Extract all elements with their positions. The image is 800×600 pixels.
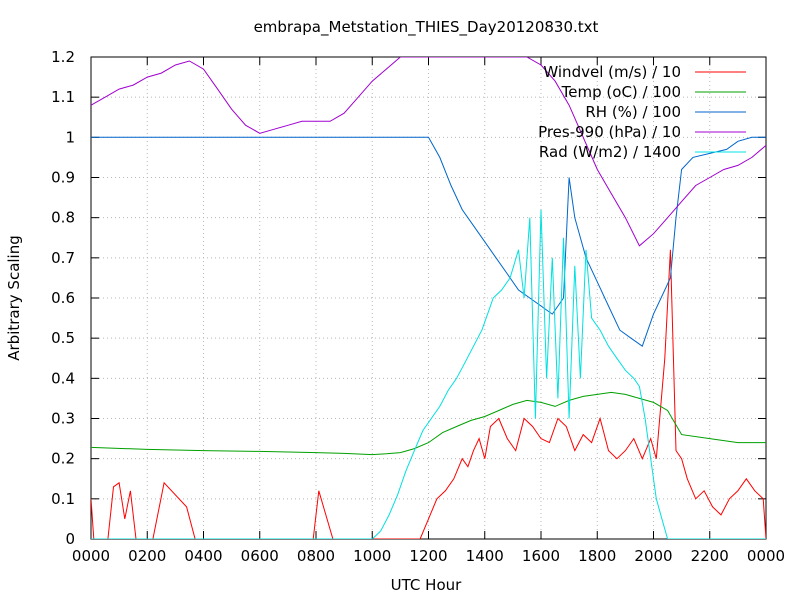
x-tick-label: 1400 — [466, 547, 504, 565]
y-tick-label: 0.2 — [51, 450, 75, 468]
x-tick-label: 1600 — [522, 547, 560, 565]
series-line-temp-oc-100 — [91, 391, 766, 456]
series-line-windvel-m-s-10 — [91, 249, 766, 539]
x-axis-label: UTC Hour — [391, 576, 462, 594]
legend-label: Pres-990 (hPa) / 10 — [538, 123, 681, 141]
x-tick-label: 2000 — [634, 547, 672, 565]
x-tick-label: 2200 — [691, 547, 729, 565]
x-tick-label: 0400 — [184, 547, 222, 565]
series-line-rh-100 — [91, 136, 766, 347]
y-axis-label: Arbitrary Scaling — [5, 235, 23, 361]
legend-label: Windvel (m/s) / 10 — [543, 63, 681, 81]
x-tick-label: 1200 — [409, 547, 447, 565]
y-tick-label: 0.7 — [51, 249, 75, 267]
y-tick-label: 1.2 — [51, 48, 75, 66]
y-tick-label: 0.6 — [51, 289, 75, 307]
x-tick-label: 0800 — [297, 547, 335, 565]
chart-title: embrapa_Metstation_THIES_Day20120830.txt — [254, 18, 599, 37]
y-tick-label: 1.1 — [51, 88, 75, 106]
y-tick-label: 0 — [65, 530, 75, 548]
y-tick-label: 0.1 — [51, 490, 75, 508]
x-tick-label: 0000 — [72, 547, 110, 565]
y-tick-label: 1 — [65, 128, 75, 146]
y-tick-label: 0.4 — [51, 369, 75, 387]
x-tick-label: 0600 — [241, 547, 279, 565]
y-tick-label: 0.8 — [51, 209, 75, 227]
series-group — [91, 57, 766, 539]
x-tick-label: 0000 — [747, 547, 785, 565]
legend-label: Temp (oC) / 100 — [561, 83, 681, 101]
series-line-rad-w-m2-1400 — [91, 209, 766, 539]
legend-label: Rad (W/m2) / 1400 — [539, 143, 681, 161]
series-line-pres-990-hpa-10 — [91, 57, 766, 247]
axis-ticks: 0 0.1 0.2 0.3 0.4 0.5 0.6 0.7 0.8 0.9 1 1.1 1.2 0000 0… — [51, 48, 785, 565]
y-tick-label: 0.9 — [51, 169, 75, 187]
x-tick-label: 1000 — [353, 547, 391, 565]
y-tick-label: 0.3 — [51, 410, 75, 428]
legend: Windvel (m/s) / 10 Temp (oC) / 100 RH (%) … — [538, 63, 746, 161]
x-tick-label: 1800 — [578, 547, 616, 565]
y-tick-label: 0.5 — [51, 329, 75, 347]
x-tick-label: 0200 — [128, 547, 166, 565]
legend-label: RH (%) / 100 — [585, 103, 681, 121]
